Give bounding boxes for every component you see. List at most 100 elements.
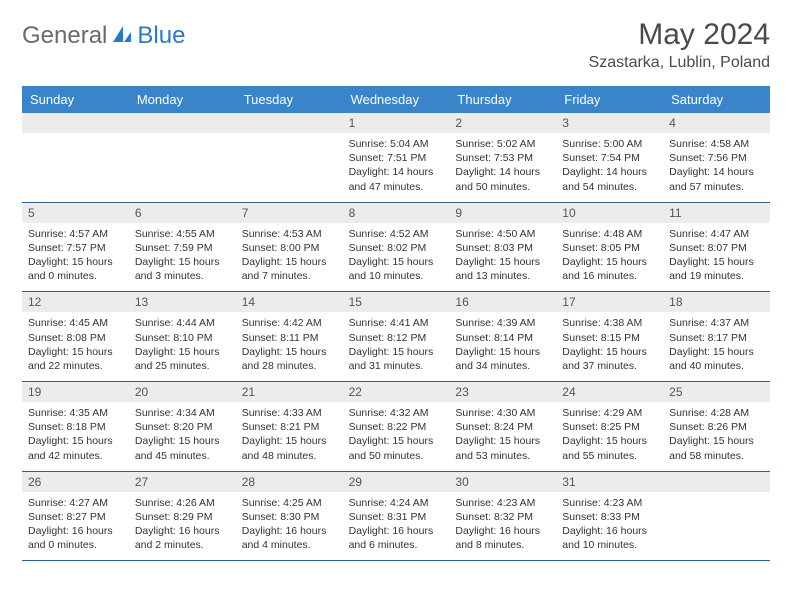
weekday-header: Friday bbox=[556, 86, 663, 113]
day-number: 4 bbox=[663, 113, 770, 133]
day-cell bbox=[236, 133, 343, 202]
day-number bbox=[663, 472, 770, 492]
daylight-text: Daylight: 14 hours and 50 minutes. bbox=[455, 165, 550, 193]
sunset-text: Sunset: 8:27 PM bbox=[28, 510, 123, 524]
weekday-header-row: SundayMondayTuesdayWednesdayThursdayFrid… bbox=[22, 86, 770, 113]
day-cell: Sunrise: 4:25 AMSunset: 8:30 PMDaylight:… bbox=[236, 492, 343, 561]
month-title: May 2024 bbox=[589, 18, 770, 52]
daylight-text: Daylight: 16 hours and 0 minutes. bbox=[28, 524, 123, 552]
sunrise-text: Sunrise: 4:41 AM bbox=[349, 316, 444, 330]
day-number: 25 bbox=[663, 382, 770, 402]
day-cell: Sunrise: 4:30 AMSunset: 8:24 PMDaylight:… bbox=[449, 402, 556, 471]
sunrise-text: Sunrise: 4:47 AM bbox=[669, 227, 764, 241]
sunset-text: Sunset: 8:24 PM bbox=[455, 420, 550, 434]
day-number: 3 bbox=[556, 113, 663, 133]
sunrise-text: Sunrise: 4:38 AM bbox=[562, 316, 657, 330]
sunset-text: Sunset: 8:14 PM bbox=[455, 331, 550, 345]
day-cell: Sunrise: 5:02 AMSunset: 7:53 PMDaylight:… bbox=[449, 133, 556, 202]
daylight-text: Daylight: 15 hours and 37 minutes. bbox=[562, 345, 657, 373]
sunrise-text: Sunrise: 4:23 AM bbox=[562, 496, 657, 510]
sunset-text: Sunset: 8:32 PM bbox=[455, 510, 550, 524]
sunrise-text: Sunrise: 4:53 AM bbox=[242, 227, 337, 241]
day-cell: Sunrise: 4:44 AMSunset: 8:10 PMDaylight:… bbox=[129, 312, 236, 381]
sunrise-text: Sunrise: 4:39 AM bbox=[455, 316, 550, 330]
day-number: 31 bbox=[556, 472, 663, 492]
daylight-text: Daylight: 15 hours and 45 minutes. bbox=[135, 434, 230, 462]
sunrise-text: Sunrise: 4:34 AM bbox=[135, 406, 230, 420]
sunset-text: Sunset: 8:00 PM bbox=[242, 241, 337, 255]
logo-text-general: General bbox=[22, 22, 107, 50]
daylight-text: Daylight: 15 hours and 58 minutes. bbox=[669, 434, 764, 462]
day-cell: Sunrise: 4:27 AMSunset: 8:27 PMDaylight:… bbox=[22, 492, 129, 561]
day-cell: Sunrise: 4:47 AMSunset: 8:07 PMDaylight:… bbox=[663, 223, 770, 292]
day-cell: Sunrise: 4:41 AMSunset: 8:12 PMDaylight:… bbox=[343, 312, 450, 381]
sunset-text: Sunset: 8:15 PM bbox=[562, 331, 657, 345]
daylight-text: Daylight: 15 hours and 42 minutes. bbox=[28, 434, 123, 462]
weekday-header: Sunday bbox=[22, 86, 129, 113]
day-cell: Sunrise: 4:35 AMSunset: 8:18 PMDaylight:… bbox=[22, 402, 129, 471]
sunset-text: Sunset: 8:08 PM bbox=[28, 331, 123, 345]
daylight-text: Daylight: 15 hours and 10 minutes. bbox=[349, 255, 444, 283]
sunset-text: Sunset: 8:11 PM bbox=[242, 331, 337, 345]
day-number: 17 bbox=[556, 292, 663, 312]
sunrise-text: Sunrise: 4:58 AM bbox=[669, 137, 764, 151]
header: General Blue May 2024 Szastarka, Lublin,… bbox=[22, 18, 770, 72]
sunrise-text: Sunrise: 4:52 AM bbox=[349, 227, 444, 241]
day-cell: Sunrise: 4:48 AMSunset: 8:05 PMDaylight:… bbox=[556, 223, 663, 292]
sunrise-text: Sunrise: 4:55 AM bbox=[135, 227, 230, 241]
day-number: 21 bbox=[236, 382, 343, 402]
day-number: 28 bbox=[236, 472, 343, 492]
day-number: 9 bbox=[449, 203, 556, 223]
day-number: 5 bbox=[22, 203, 129, 223]
weekday-header: Wednesday bbox=[343, 86, 450, 113]
daylight-text: Daylight: 15 hours and 34 minutes. bbox=[455, 345, 550, 373]
sunset-text: Sunset: 8:29 PM bbox=[135, 510, 230, 524]
weekday-header: Monday bbox=[129, 86, 236, 113]
logo: General Blue bbox=[22, 22, 185, 50]
calendar-grid: 1234Sunrise: 5:04 AMSunset: 7:51 PMDayli… bbox=[22, 113, 770, 561]
day-number: 22 bbox=[343, 382, 450, 402]
sunrise-text: Sunrise: 4:44 AM bbox=[135, 316, 230, 330]
sunset-text: Sunset: 7:51 PM bbox=[349, 151, 444, 165]
sunset-text: Sunset: 8:17 PM bbox=[669, 331, 764, 345]
day-number: 7 bbox=[236, 203, 343, 223]
daylight-text: Daylight: 15 hours and 19 minutes. bbox=[669, 255, 764, 283]
daylight-text: Daylight: 15 hours and 13 minutes. bbox=[455, 255, 550, 283]
day-number: 29 bbox=[343, 472, 450, 492]
sunset-text: Sunset: 7:56 PM bbox=[669, 151, 764, 165]
daylight-text: Daylight: 15 hours and 28 minutes. bbox=[242, 345, 337, 373]
sunrise-text: Sunrise: 5:02 AM bbox=[455, 137, 550, 151]
sunrise-text: Sunrise: 4:25 AM bbox=[242, 496, 337, 510]
day-number: 13 bbox=[129, 292, 236, 312]
daylight-text: Daylight: 15 hours and 3 minutes. bbox=[135, 255, 230, 283]
daylight-text: Daylight: 16 hours and 6 minutes. bbox=[349, 524, 444, 552]
day-number: 24 bbox=[556, 382, 663, 402]
day-number bbox=[129, 113, 236, 133]
day-number: 14 bbox=[236, 292, 343, 312]
day-number: 20 bbox=[129, 382, 236, 402]
day-cell: Sunrise: 4:23 AMSunset: 8:33 PMDaylight:… bbox=[556, 492, 663, 561]
day-cell: Sunrise: 4:32 AMSunset: 8:22 PMDaylight:… bbox=[343, 402, 450, 471]
day-cell: Sunrise: 4:52 AMSunset: 8:02 PMDaylight:… bbox=[343, 223, 450, 292]
day-cell bbox=[129, 133, 236, 202]
sunrise-text: Sunrise: 4:48 AM bbox=[562, 227, 657, 241]
sunset-text: Sunset: 8:26 PM bbox=[669, 420, 764, 434]
title-block: May 2024 Szastarka, Lublin, Poland bbox=[589, 18, 770, 72]
daylight-text: Daylight: 15 hours and 40 minutes. bbox=[669, 345, 764, 373]
daylight-text: Daylight: 15 hours and 48 minutes. bbox=[242, 434, 337, 462]
day-cell: Sunrise: 5:04 AMSunset: 7:51 PMDaylight:… bbox=[343, 133, 450, 202]
logo-sail-icon bbox=[111, 24, 133, 49]
day-cell: Sunrise: 4:45 AMSunset: 8:08 PMDaylight:… bbox=[22, 312, 129, 381]
sunset-text: Sunset: 8:03 PM bbox=[455, 241, 550, 255]
daylight-text: Daylight: 15 hours and 31 minutes. bbox=[349, 345, 444, 373]
sunrise-text: Sunrise: 4:32 AM bbox=[349, 406, 444, 420]
location-text: Szastarka, Lublin, Poland bbox=[589, 54, 770, 72]
sunrise-text: Sunrise: 4:29 AM bbox=[562, 406, 657, 420]
sunrise-text: Sunrise: 4:28 AM bbox=[669, 406, 764, 420]
day-cell: Sunrise: 4:26 AMSunset: 8:29 PMDaylight:… bbox=[129, 492, 236, 561]
sunrise-text: Sunrise: 4:33 AM bbox=[242, 406, 337, 420]
daylight-text: Daylight: 15 hours and 53 minutes. bbox=[455, 434, 550, 462]
sunset-text: Sunset: 7:53 PM bbox=[455, 151, 550, 165]
daylight-text: Daylight: 14 hours and 54 minutes. bbox=[562, 165, 657, 193]
day-number: 10 bbox=[556, 203, 663, 223]
